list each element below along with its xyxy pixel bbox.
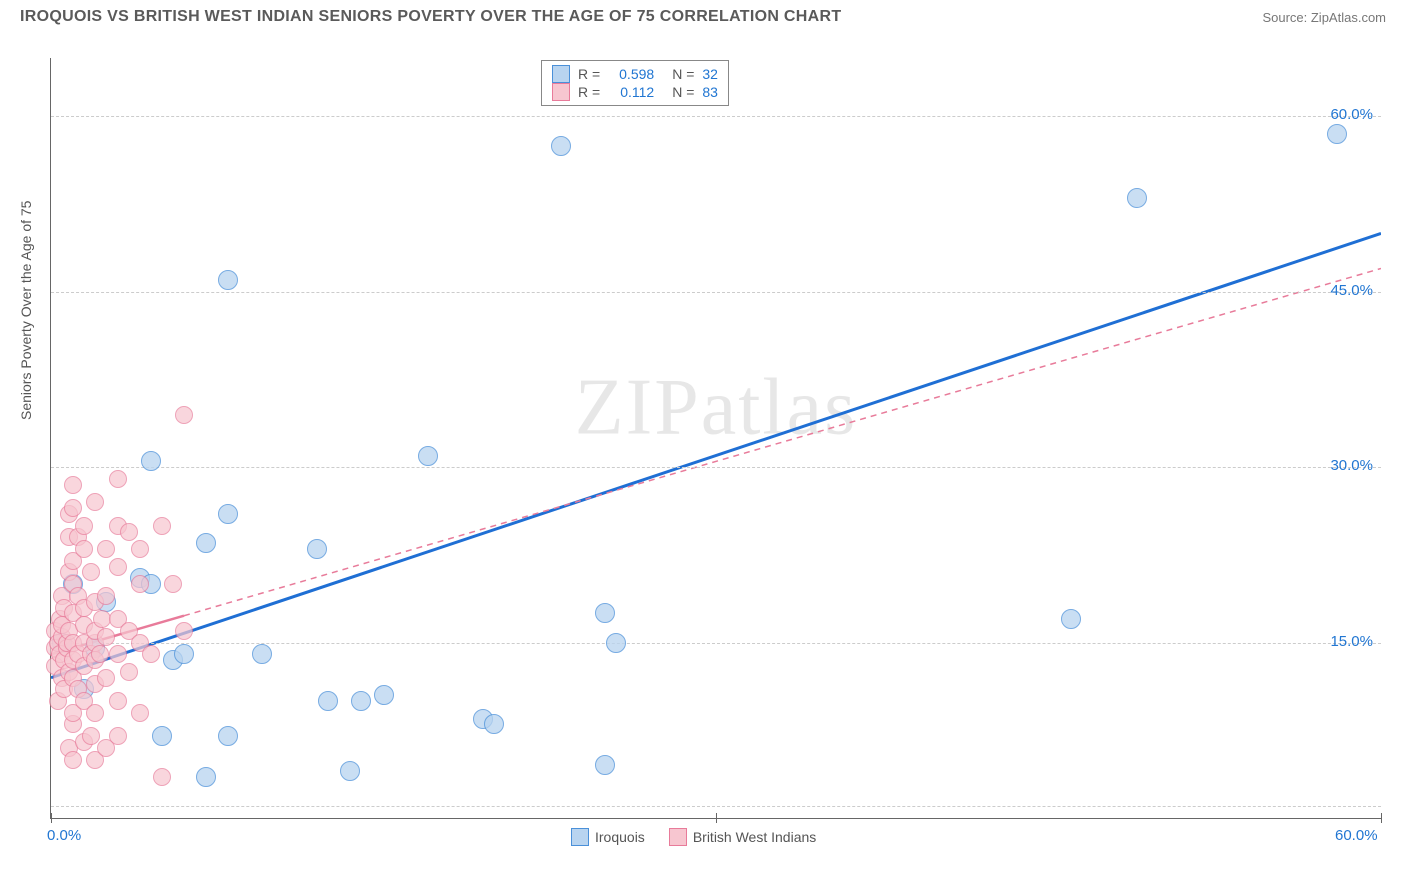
scatter-point <box>606 633 626 653</box>
scatter-point <box>174 644 194 664</box>
chart-svg-layer <box>51 58 1381 818</box>
y-tick-label: 60.0% <box>1330 106 1373 123</box>
legend-n-label: N = <box>672 84 694 100</box>
legend-r-value: 0.598 <box>608 66 654 82</box>
legend-series-label: Iroquois <box>595 829 645 845</box>
scatter-point <box>318 691 338 711</box>
gridline <box>51 292 1381 293</box>
scatter-point <box>175 622 193 640</box>
legend-r-label: R = <box>578 66 600 82</box>
legend-row: R = 0.112 N = 83 <box>552 83 718 101</box>
scatter-point <box>152 726 172 746</box>
y-axis-label: Seniors Poverty Over the Age of 75 <box>18 201 34 420</box>
legend-row: R = 0.598 N = 32 <box>552 65 718 83</box>
scatter-point <box>1061 609 1081 629</box>
scatter-point <box>86 704 104 722</box>
scatter-point <box>109 727 127 745</box>
scatter-point <box>142 645 160 663</box>
watermark: ZIPatlas <box>575 362 858 453</box>
scatter-point <box>131 540 149 558</box>
scatter-point <box>109 470 127 488</box>
y-tick-label: 45.0% <box>1330 282 1373 299</box>
scatter-point <box>595 603 615 623</box>
scatter-point <box>131 575 149 593</box>
scatter-point <box>374 685 394 705</box>
scatter-point <box>131 704 149 722</box>
scatter-point <box>595 755 615 775</box>
scatter-point <box>351 691 371 711</box>
x-tick <box>716 813 717 823</box>
scatter-point <box>218 504 238 524</box>
scatter-point <box>120 523 138 541</box>
scatter-point <box>109 558 127 576</box>
x-tick <box>51 813 52 823</box>
scatter-point <box>307 539 327 559</box>
scatter-point <box>64 476 82 494</box>
gridline <box>51 116 1381 117</box>
x-tick-label: 0.0% <box>47 827 81 844</box>
y-tick-label: 30.0% <box>1330 457 1373 474</box>
scatter-point <box>484 714 504 734</box>
scatter-point <box>218 726 238 746</box>
scatter-point <box>97 628 115 646</box>
scatter-point <box>75 540 93 558</box>
gridline <box>51 806 1381 807</box>
scatter-point <box>75 517 93 535</box>
scatter-point <box>1127 188 1147 208</box>
scatter-point <box>1327 124 1347 144</box>
legend-item: British West Indians <box>669 828 816 846</box>
legend-r-value: 0.112 <box>608 84 654 100</box>
chart-plot-area: ZIPatlas R =0.598N =32R =0.112N =83 Iroq… <box>50 58 1381 819</box>
legend-swatch <box>552 65 570 83</box>
scatter-point <box>91 645 109 663</box>
scatter-point <box>141 451 161 471</box>
scatter-point <box>196 533 216 553</box>
scatter-point <box>153 517 171 535</box>
legend-swatch <box>552 83 570 101</box>
scatter-point <box>109 645 127 663</box>
legend-series-label: British West Indians <box>693 829 816 845</box>
gridline <box>51 643 1381 644</box>
legend-swatch <box>571 828 589 846</box>
scatter-point <box>551 136 571 156</box>
scatter-point <box>196 767 216 787</box>
scatter-point <box>418 446 438 466</box>
scatter-point <box>97 540 115 558</box>
scatter-point <box>97 587 115 605</box>
scatter-point <box>82 727 100 745</box>
scatter-point <box>64 499 82 517</box>
x-tick-label: 60.0% <box>1335 827 1378 844</box>
scatter-point <box>153 768 171 786</box>
scatter-point <box>252 644 272 664</box>
scatter-point <box>218 270 238 290</box>
scatter-point <box>97 669 115 687</box>
scatter-point <box>64 751 82 769</box>
legend-item: Iroquois <box>571 828 645 846</box>
scatter-point <box>86 493 104 511</box>
x-tick <box>1381 813 1382 823</box>
legend-swatch <box>669 828 687 846</box>
y-tick-label: 15.0% <box>1330 633 1373 650</box>
scatter-point <box>164 575 182 593</box>
source-attribution: Source: ZipAtlas.com <box>1262 10 1386 25</box>
legend-r-label: R = <box>578 84 600 100</box>
legend-n-label: N = <box>672 66 694 82</box>
series-legend: Iroquois British West Indians <box>571 828 816 846</box>
gridline <box>51 467 1381 468</box>
scatter-point <box>82 563 100 581</box>
scatter-point <box>340 761 360 781</box>
scatter-point <box>175 406 193 424</box>
legend-n-value: 32 <box>702 66 718 82</box>
legend-n-value: 83 <box>702 84 718 100</box>
chart-title: IROQUOIS VS BRITISH WEST INDIAN SENIORS … <box>20 8 841 26</box>
scatter-point <box>120 663 138 681</box>
correlation-legend: R = 0.598 N = 32 R = 0.112 N = 83 <box>541 60 729 106</box>
scatter-point <box>109 692 127 710</box>
title-bar: IROQUOIS VS BRITISH WEST INDIAN SENIORS … <box>0 0 1406 30</box>
